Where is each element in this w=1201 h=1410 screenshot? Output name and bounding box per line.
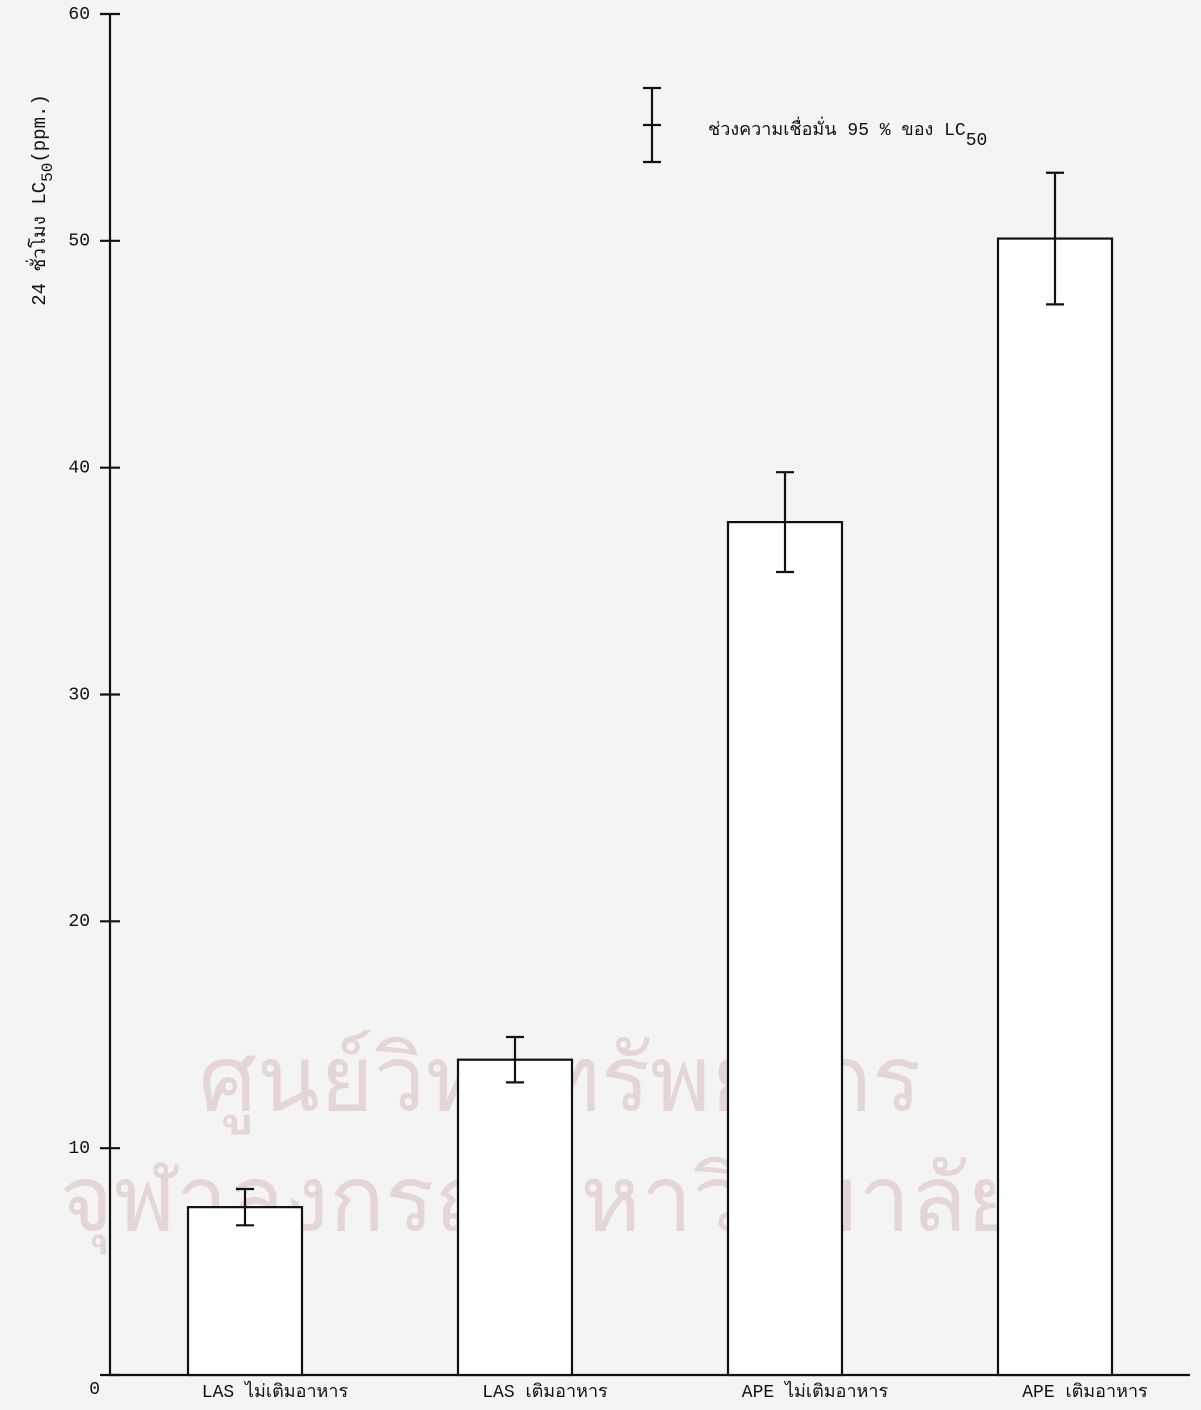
y-tick-label: 20 — [68, 912, 90, 932]
y-axis-label: 24 ชั่วโมง LC50(ppm.) — [25, 94, 57, 306]
chart: ศูนย์วิทยทรัพยากร จุฬาลงกรณ์มหาวิทยาลัย … — [0, 0, 1201, 1410]
legend-sub: 50 — [966, 131, 988, 151]
x-tick-label: APE เติมอาหาร — [1022, 1382, 1148, 1403]
x-tick-label: LAS เติมอาหาร — [482, 1382, 608, 1403]
bar — [998, 239, 1112, 1375]
y-tick-label: 0 — [89, 1380, 100, 1400]
y-label-sub: 50 — [39, 163, 57, 182]
y-tick-label: 60 — [68, 5, 90, 25]
x-tick-label: LAS ไม่เติมอาหาร — [202, 1380, 349, 1403]
bar — [188, 1207, 302, 1375]
legend: ช่วงความเชื่อมั่น 95 % ของ LC50 — [643, 88, 987, 162]
y-label-unit: (ppm.) — [29, 94, 51, 162]
y-tick-label: 30 — [68, 685, 90, 705]
y-tick-label: 40 — [68, 458, 90, 478]
y-tick-label: 10 — [68, 1139, 90, 1159]
x-tick-label: APE ไม่เติมอาหาร — [742, 1380, 889, 1403]
bar — [728, 522, 842, 1375]
legend-label: ช่วงความเชื่อมั่น 95 % ของ LC50 — [708, 116, 987, 151]
legend-text: ช่วงความเชื่อมั่น 95 % ของ LC — [708, 116, 966, 141]
y-label-text: 24 ชั่วโมง LC — [25, 182, 51, 306]
y-tick-label: 50 — [68, 232, 90, 252]
bar — [458, 1060, 572, 1375]
